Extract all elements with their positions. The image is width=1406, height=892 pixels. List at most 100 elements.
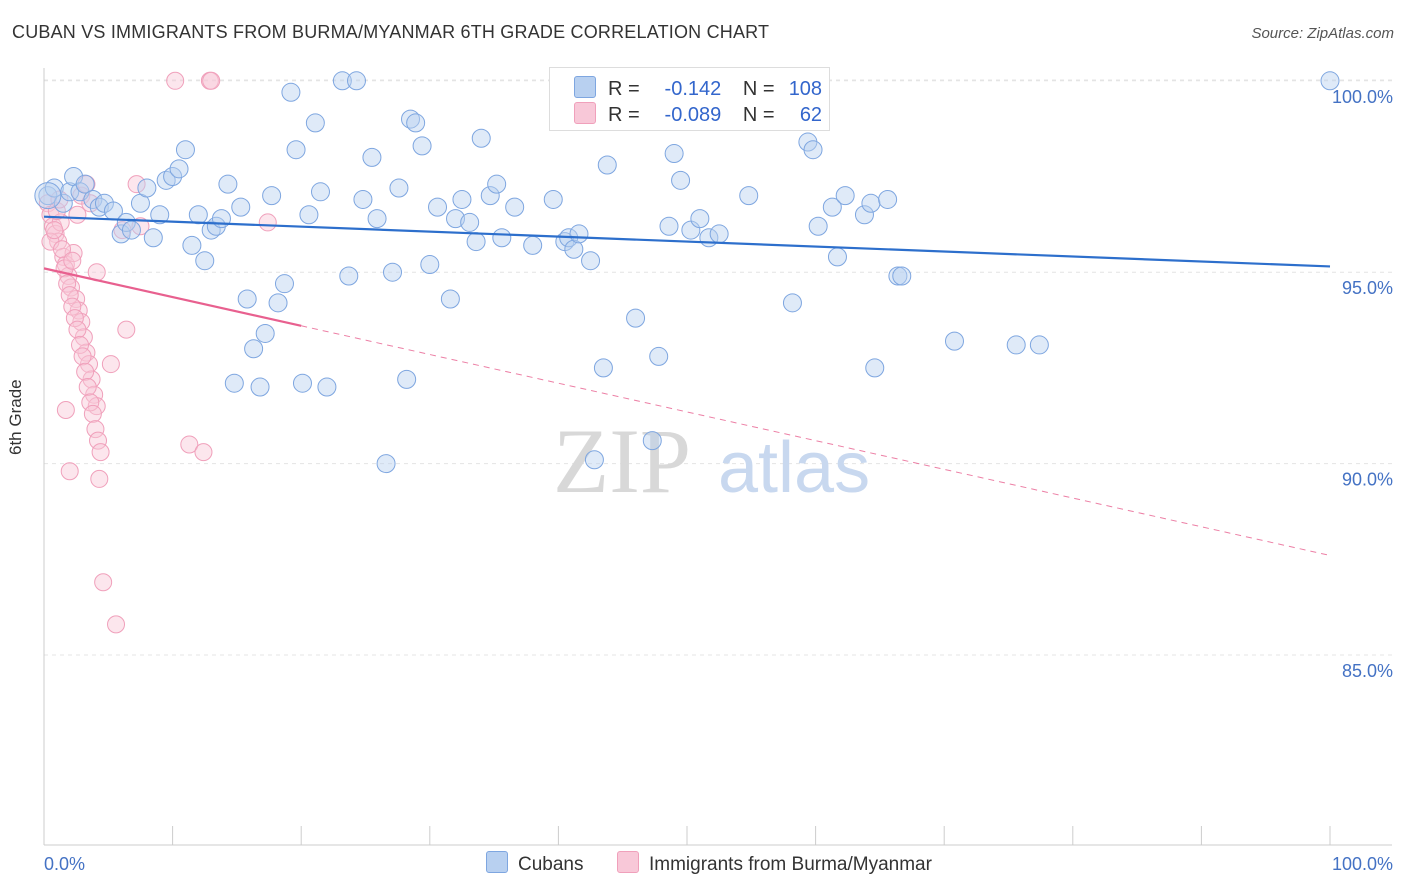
cubans-point-63	[460, 212, 480, 232]
source-label: Source: ZipAtlas.com	[1251, 25, 1394, 42]
cubans-point-35	[262, 186, 282, 206]
cubans-point-7	[83, 189, 103, 209]
y-tick-label-1: 90.0%	[1342, 470, 1393, 490]
cubans-trend-line	[43, 215, 1331, 268]
burma-point-21	[45, 221, 64, 240]
cubans-point-6	[75, 174, 95, 194]
burma-point-39	[91, 443, 110, 462]
cubans-point-94	[808, 216, 828, 236]
burma-point-56	[180, 435, 199, 454]
cubans-point-70	[523, 235, 543, 255]
cubans-point-39	[286, 140, 306, 160]
cubans-point-71	[543, 189, 563, 209]
cubans-point-8	[89, 197, 109, 217]
cubans-point-87	[690, 209, 710, 229]
burma-point-38	[89, 431, 108, 450]
cubans-point-29	[224, 373, 244, 393]
burma-trend-dashed	[301, 325, 1331, 556]
watermark-zip: ZIP	[553, 410, 691, 512]
burma-point-50	[101, 355, 120, 374]
cubans-point-38	[281, 82, 301, 102]
cubans-point-19	[163, 167, 183, 186]
burma-point-61	[202, 71, 221, 90]
legend-cubans-swatch	[486, 851, 508, 873]
cubans-point-103	[892, 266, 912, 286]
burma-point-35	[81, 393, 100, 412]
cubans-point-55	[401, 109, 421, 129]
burma-point-60	[166, 71, 185, 90]
cubans-point-45	[332, 71, 352, 91]
cubans-point-42	[305, 113, 325, 133]
watermark-atlas: atlas	[718, 428, 870, 508]
burma-point-29	[65, 309, 84, 328]
burma-r-value: -0.089	[664, 104, 722, 126]
burma-point-33	[76, 362, 95, 381]
y-tick-label-3: 100.0%	[1332, 87, 1393, 107]
legend-burma-swatch	[617, 851, 639, 873]
cubans-point-74	[564, 239, 584, 259]
cubans-point-98	[854, 205, 874, 225]
legend-row-burma: R = -0.089 N = 62	[574, 102, 822, 126]
cubans-point-0	[38, 186, 58, 206]
watermark: ZIP atlas	[553, 410, 870, 512]
cubans-point-69	[505, 197, 525, 217]
cubans-point-60	[440, 289, 460, 309]
cubans-point-large	[34, 182, 62, 210]
burma-point-26	[58, 274, 77, 293]
cubans-point-50	[367, 209, 387, 229]
cubans-point-51	[376, 454, 396, 474]
cubans-point-106	[1029, 335, 1049, 355]
burma-point-24	[53, 240, 72, 259]
burma-point-49	[94, 573, 113, 592]
burma-swatch	[574, 102, 596, 124]
cubans-point-89	[709, 224, 729, 244]
legend-cubans-label: Cubans	[518, 854, 584, 875]
grid-lines	[44, 79, 1392, 656]
burma-point-32	[73, 347, 92, 366]
burma-point-27	[60, 286, 79, 305]
cubans-point-62	[452, 189, 472, 209]
x-tick-label-0: 0.0%	[44, 854, 85, 874]
cubans-point-43	[310, 182, 330, 202]
burma-point-53	[117, 320, 136, 339]
cubans-point-82	[649, 346, 669, 366]
burma-point-57	[194, 443, 213, 462]
cubans-point-84	[664, 144, 684, 164]
legend-series: Cubans Immigrants from Burma/Myanmar	[0, 851, 1406, 877]
cubans-point-64	[466, 232, 486, 252]
cubans-point-20	[169, 159, 189, 179]
cubans-point-15	[137, 178, 157, 198]
cubans-point-33	[250, 377, 270, 397]
cubans-point-78	[593, 358, 613, 378]
burma-point-40	[56, 401, 75, 420]
cubans-point-79	[597, 155, 617, 175]
chart-title: CUBAN VS IMMIGRANTS FROM BURMA/MYANMAR 6…	[12, 22, 770, 42]
series-cubans-points	[34, 71, 1340, 474]
cubans-point-76	[581, 251, 601, 271]
burma-point-31	[71, 335, 90, 354]
cubans-point-17	[150, 205, 170, 225]
series-burma-points	[38, 71, 277, 634]
cubans-n-value: 108	[788, 78, 823, 100]
cubans-point-97	[835, 186, 855, 206]
cubans-point-54	[397, 369, 417, 389]
cubans-point-65	[471, 128, 491, 148]
burma-point-34	[78, 378, 97, 397]
cubans-point-46	[339, 266, 359, 286]
cubans-point-2	[53, 193, 73, 213]
cubans-point-28	[218, 174, 238, 194]
cubans-point-59	[428, 197, 448, 217]
cubans-point-99	[861, 193, 881, 213]
legend-burma-label: Immigrants from Burma/Myanmar	[649, 854, 932, 875]
burma-point-42	[63, 251, 82, 270]
cubans-point-105	[1006, 335, 1026, 355]
cubans-point-83	[659, 216, 679, 236]
cubans-point-16	[143, 228, 163, 248]
cubans-point-30	[231, 197, 251, 217]
burma-trend-line	[43, 267, 302, 327]
cubans-n-label: N =	[742, 78, 775, 100]
burma-point-22	[47, 201, 66, 220]
burma-n-label: N =	[742, 104, 775, 126]
cubans-point-68	[492, 228, 512, 248]
cubans-point-41	[299, 205, 319, 225]
